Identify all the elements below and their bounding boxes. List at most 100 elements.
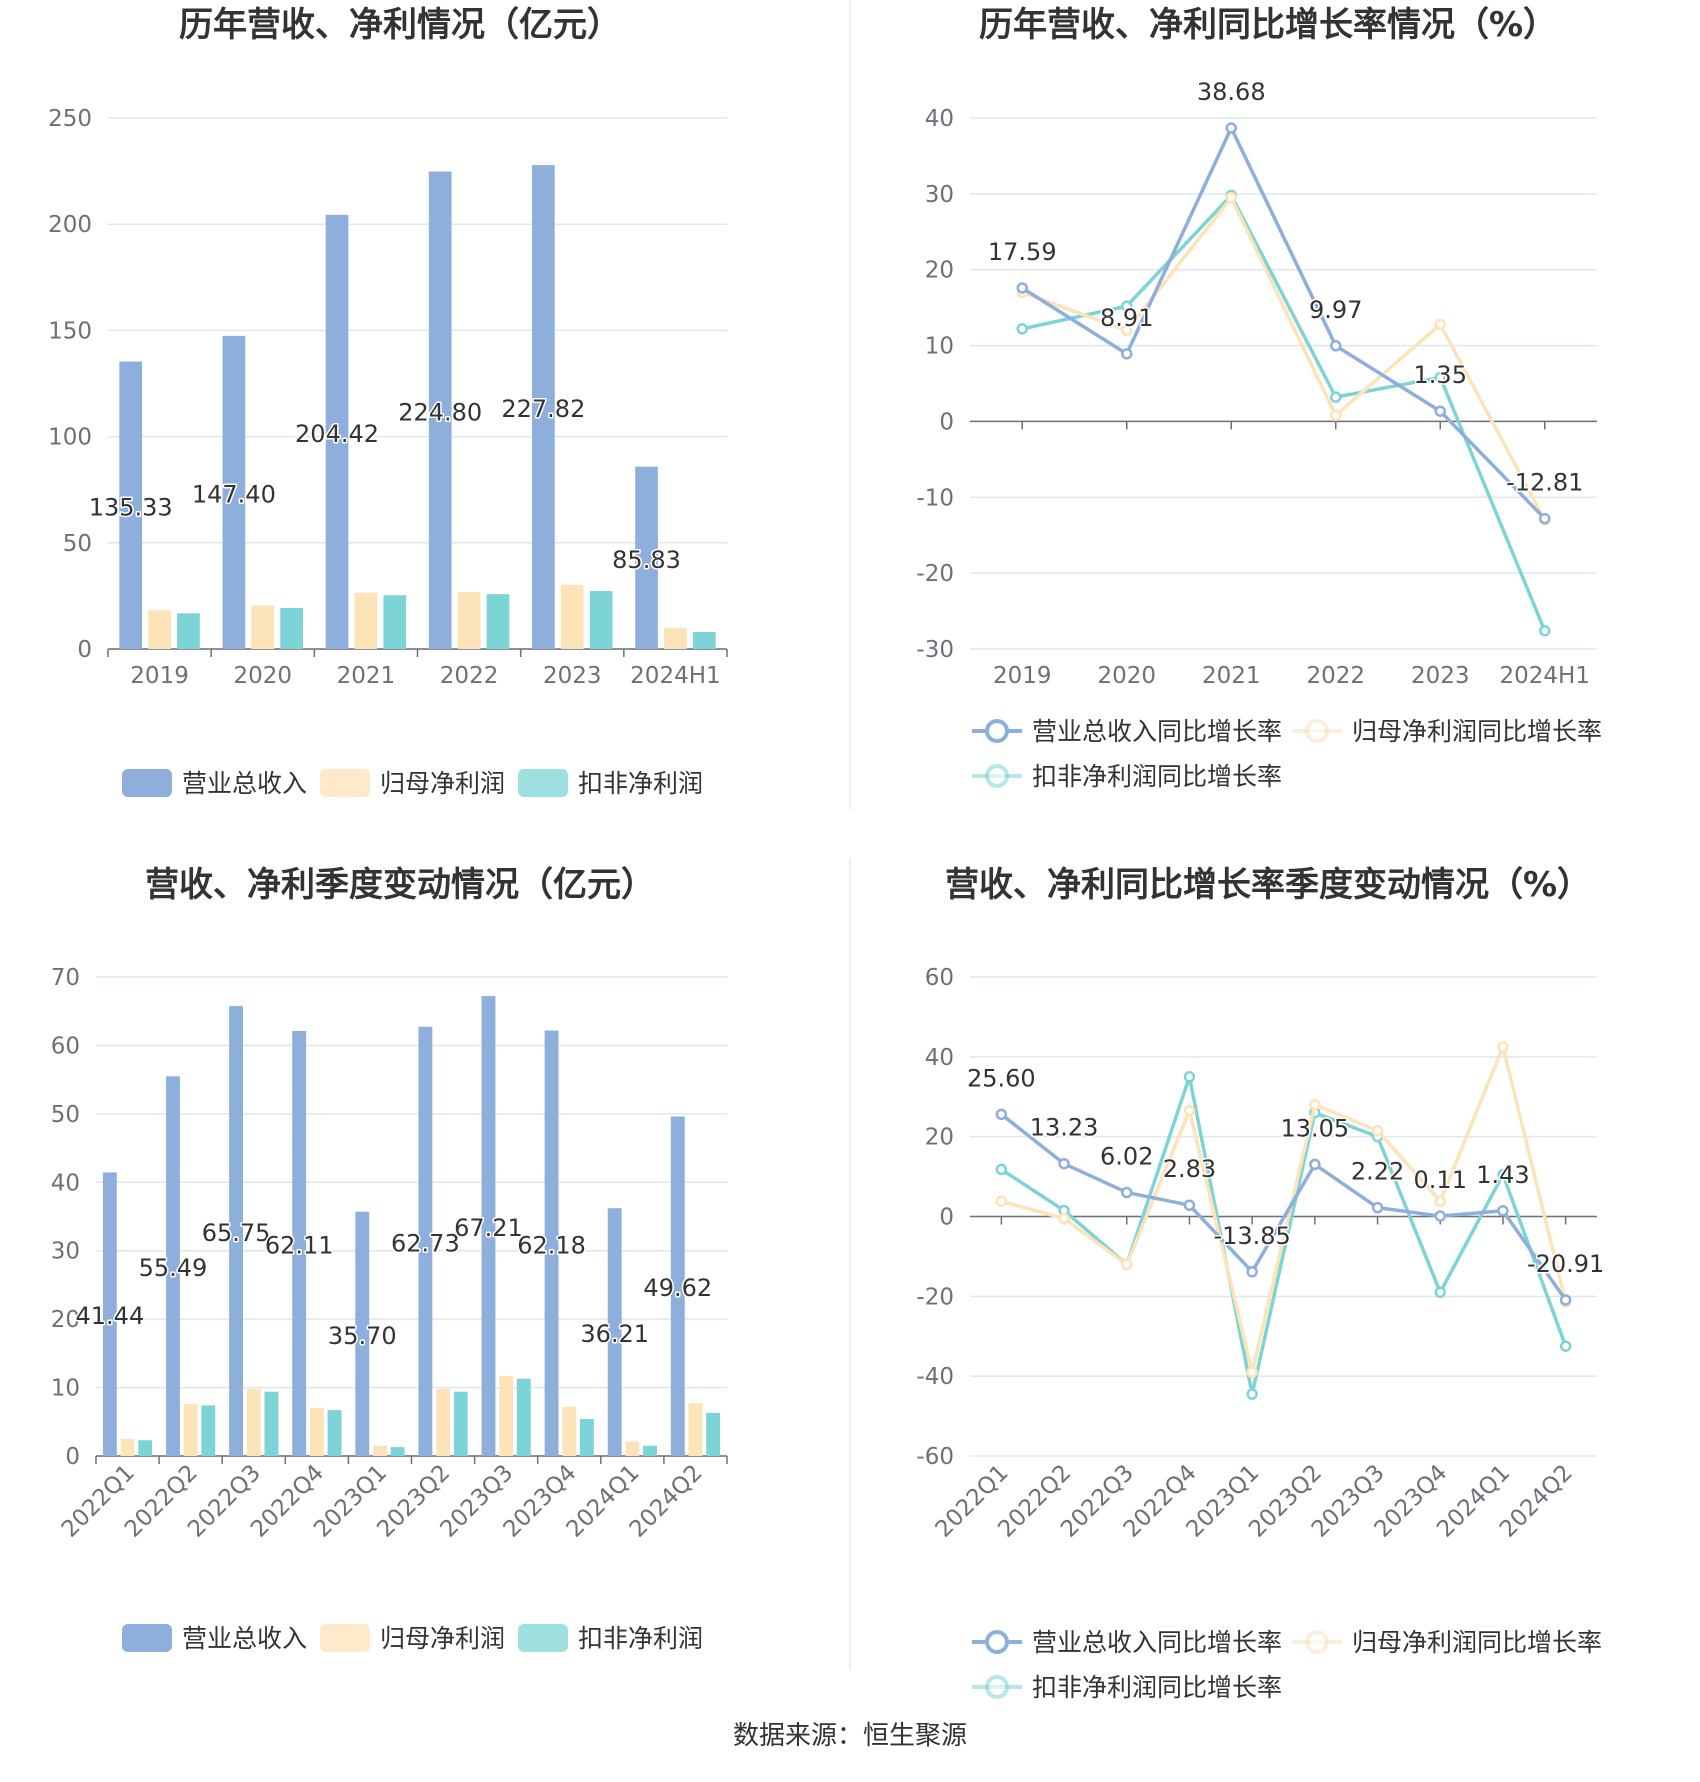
bar-deducted-profit	[327, 1410, 342, 1456]
legend-marker	[985, 1630, 1009, 1654]
bar-deducted-profit	[201, 1405, 216, 1456]
data-point	[1121, 1186, 1133, 1199]
y-tick-label: 150	[48, 318, 92, 344]
y-tick-label: -40	[916, 1364, 954, 1390]
bar-net-profit	[251, 605, 275, 649]
legend-marker	[1305, 719, 1329, 743]
y-tick-label: -20	[916, 561, 954, 587]
annual-amount-chart: 历年营收、净利情况（亿元） 0 50 100 150 200 250 2019 2020 2021…	[48, 5, 728, 798]
data-label: 25.60	[967, 1064, 1036, 1092]
bar-deducted-profit	[383, 595, 407, 649]
data-point	[1539, 625, 1551, 637]
data-label: 35.70	[328, 1322, 397, 1350]
bar-deducted-profit	[516, 1378, 531, 1456]
bar-deducted-profit	[264, 1391, 279, 1456]
y-tick-label: 20	[925, 1125, 954, 1151]
annual-amount-title: 历年营收、净利情况（亿元）	[179, 5, 621, 45]
bar-revenue	[325, 214, 349, 649]
data-point	[1434, 1195, 1446, 1208]
legend-label: 营业总收入	[182, 769, 307, 798]
data-label: 55.49	[139, 1254, 208, 1282]
x-tick-label: 2024H1	[630, 663, 720, 689]
line-deducted-profit-growth	[1021, 193, 1547, 632]
bar-net-profit	[560, 584, 584, 649]
legend-label: 营业总收入	[182, 1624, 307, 1653]
x-tick-label: 2024H1	[1500, 663, 1590, 689]
legend-swatch	[122, 1624, 172, 1652]
data-label: 13.23	[1030, 1114, 1099, 1142]
data-label: 135.33	[89, 493, 173, 521]
bar-revenue	[428, 171, 452, 650]
data-label: 204.42	[295, 420, 379, 448]
bar-revenue	[222, 335, 246, 649]
line-revenue-growth	[1000, 1112, 1568, 1301]
data-point	[1246, 1366, 1258, 1378]
bar-deducted-profit	[643, 1445, 657, 1456]
data-label: 62.18	[517, 1231, 586, 1259]
bar-deducted-profit	[177, 613, 200, 649]
bar-revenue	[355, 1211, 370, 1456]
data-point	[1309, 1098, 1321, 1111]
legend-marker	[985, 1675, 1009, 1699]
data-label: -12.81	[1506, 469, 1583, 497]
data-point	[1121, 348, 1133, 360]
bar-net-profit	[309, 1408, 324, 1456]
line-revenue-growth	[1021, 126, 1547, 520]
data-point	[1225, 191, 1237, 204]
line-net-profit-growth	[1021, 195, 1547, 521]
data-point	[1559, 1340, 1572, 1352]
data-label: 227.82	[501, 395, 585, 423]
bar-net-profit	[246, 1388, 261, 1456]
line-deducted-profit-growth	[1000, 1075, 1568, 1396]
data-label: 1.35	[1414, 361, 1467, 389]
x-tick-label: 2023	[1411, 663, 1470, 689]
bar-revenue	[418, 1026, 433, 1456]
data-label: 62.11	[265, 1231, 334, 1259]
data-label: 13.05	[1280, 1114, 1349, 1142]
data-point	[1121, 324, 1133, 337]
data-point	[1121, 300, 1133, 312]
bar-net-profit	[183, 1403, 198, 1456]
data-point	[1497, 1041, 1509, 1053]
bar-revenue	[292, 1030, 307, 1456]
bar-revenue	[544, 1030, 559, 1456]
y-tick-label: 40	[925, 106, 954, 132]
legend-label: 归母净利润同比增长率	[1352, 1628, 1602, 1657]
x-tick-label: 2023	[543, 663, 602, 689]
legend-label: 扣非净利润同比增长率	[1032, 762, 1282, 791]
data-point	[1016, 323, 1028, 335]
bar-deducted-profit	[486, 594, 510, 649]
bar-net-profit	[664, 627, 687, 649]
y-tick-label: 10	[925, 334, 954, 360]
y-tick-label: 0	[939, 1205, 954, 1231]
data-label: 8.91	[1100, 304, 1153, 332]
data-label: 41.44	[76, 1302, 145, 1330]
legend-marker	[985, 764, 1009, 788]
y-tick-label: 20	[51, 1307, 80, 1333]
y-tick-label: 30	[51, 1239, 80, 1265]
data-point	[1497, 1205, 1509, 1217]
data-label: 17.59	[988, 238, 1057, 266]
bar-deducted-profit	[390, 1447, 405, 1456]
bar-net-profit	[457, 592, 481, 649]
data-point	[1371, 1201, 1384, 1214]
bar-net-profit	[148, 610, 171, 649]
data-point	[1559, 1294, 1572, 1306]
data-point	[1246, 1266, 1258, 1278]
y-tick-label: 70	[51, 965, 80, 991]
annual-growth-title: 历年营收、净利同比增长率情况（%）	[979, 5, 1557, 45]
data-point	[1058, 1212, 1070, 1225]
y-tick-label: -20	[916, 1284, 954, 1310]
source-note: 数据来源：恒生聚源	[733, 1721, 967, 1751]
y-tick-label: 200	[48, 212, 92, 238]
bar-deducted-profit	[692, 632, 716, 649]
x-tick-label: 2021	[1202, 663, 1261, 689]
legend-label: 归母净利润	[380, 769, 505, 798]
y-tick-label: -30	[916, 637, 954, 663]
x-tick-label: 2022	[440, 663, 499, 689]
x-tick-label: 2020	[233, 663, 292, 689]
data-point	[1183, 1071, 1196, 1083]
bar-net-profit	[625, 1441, 640, 1456]
legend-marker	[985, 719, 1009, 743]
quarterly-amount-chart: 营收、净利季度变动情况（亿元）0102030405060702022Q12022…	[51, 865, 728, 1653]
